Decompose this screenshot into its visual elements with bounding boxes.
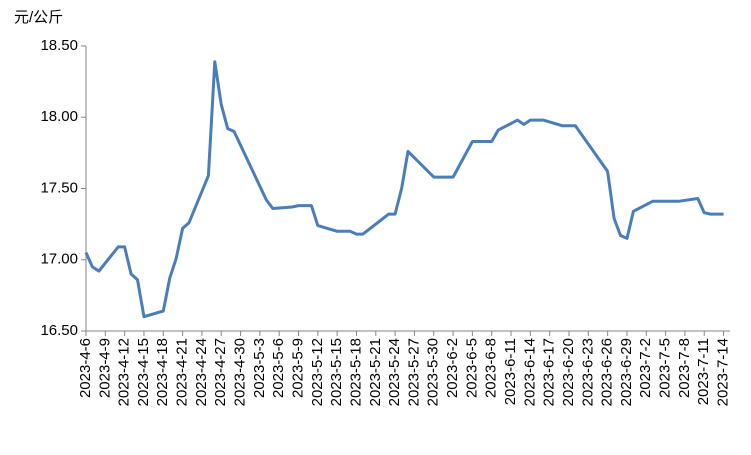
x-tick-label: 2023-6-20	[560, 338, 577, 406]
x-tick-label: 2023-6-17	[541, 338, 558, 406]
y-axis-label: 元/公斤	[14, 9, 63, 26]
x-tick-label: 2023-4-24	[193, 338, 210, 406]
x-tick-label: 2023-7-8	[676, 338, 693, 398]
x-tick-label: 2023-6-23	[579, 338, 596, 406]
x-tick-label: 2023-4-6	[77, 338, 94, 398]
x-tick-label: 2023-5-12	[309, 338, 326, 406]
x-tick-label: 2023-6-29	[618, 338, 635, 406]
x-tick-label: 2023-5-27	[405, 338, 422, 406]
data-line	[84, 60, 724, 319]
y-tick-label: 17.00	[40, 251, 78, 268]
x-tick-label: 2023-6-26	[599, 338, 616, 406]
x-tick-label: 2023-6-5	[463, 338, 480, 398]
x-tick-label: 2023-7-5	[657, 338, 674, 398]
y-tick-label: 18.50	[40, 37, 78, 54]
x-tick-label: 2023-6-2	[444, 338, 461, 398]
y-tick-label: 16.50	[40, 322, 78, 339]
y-tick-label: 17.50	[40, 179, 78, 196]
x-tick-label: 2023-5-18	[347, 338, 364, 406]
x-tick-label: 2023-5-24	[386, 338, 403, 406]
x-tick-label: 2023-4-27	[212, 338, 229, 406]
x-tick-label: 2023-7-11	[695, 338, 712, 405]
x-tick-label: 2023-4-18	[154, 338, 171, 406]
x-tick-label: 2023-5-3	[251, 338, 268, 398]
x-tick-label: 2023-4-9	[96, 338, 113, 398]
x-tick-label: 2023-5-6	[270, 338, 287, 398]
x-tick-label: 2023-4-30	[232, 338, 249, 406]
y-tick-label: 18.00	[40, 108, 78, 125]
x-tick-label: 2023-6-11	[502, 338, 519, 405]
x-tick-label: 2023-4-21	[174, 338, 191, 406]
x-tick-label: 2023-7-14	[715, 338, 732, 406]
x-tick-label: 2023-4-12	[116, 338, 133, 406]
x-tick-label: 2023-6-8	[483, 338, 500, 398]
x-tick-label: 2023-7-2	[637, 338, 654, 398]
x-tick-label: 2023-5-15	[328, 338, 345, 406]
x-tick-label: 2023-5-9	[289, 338, 306, 398]
x-tick-label: 2023-5-21	[367, 338, 384, 406]
x-tick-label: 2023-6-14	[521, 338, 538, 406]
x-tick-label: 2023-4-15	[135, 338, 152, 406]
x-tick-label: 2023-5-30	[425, 338, 442, 406]
